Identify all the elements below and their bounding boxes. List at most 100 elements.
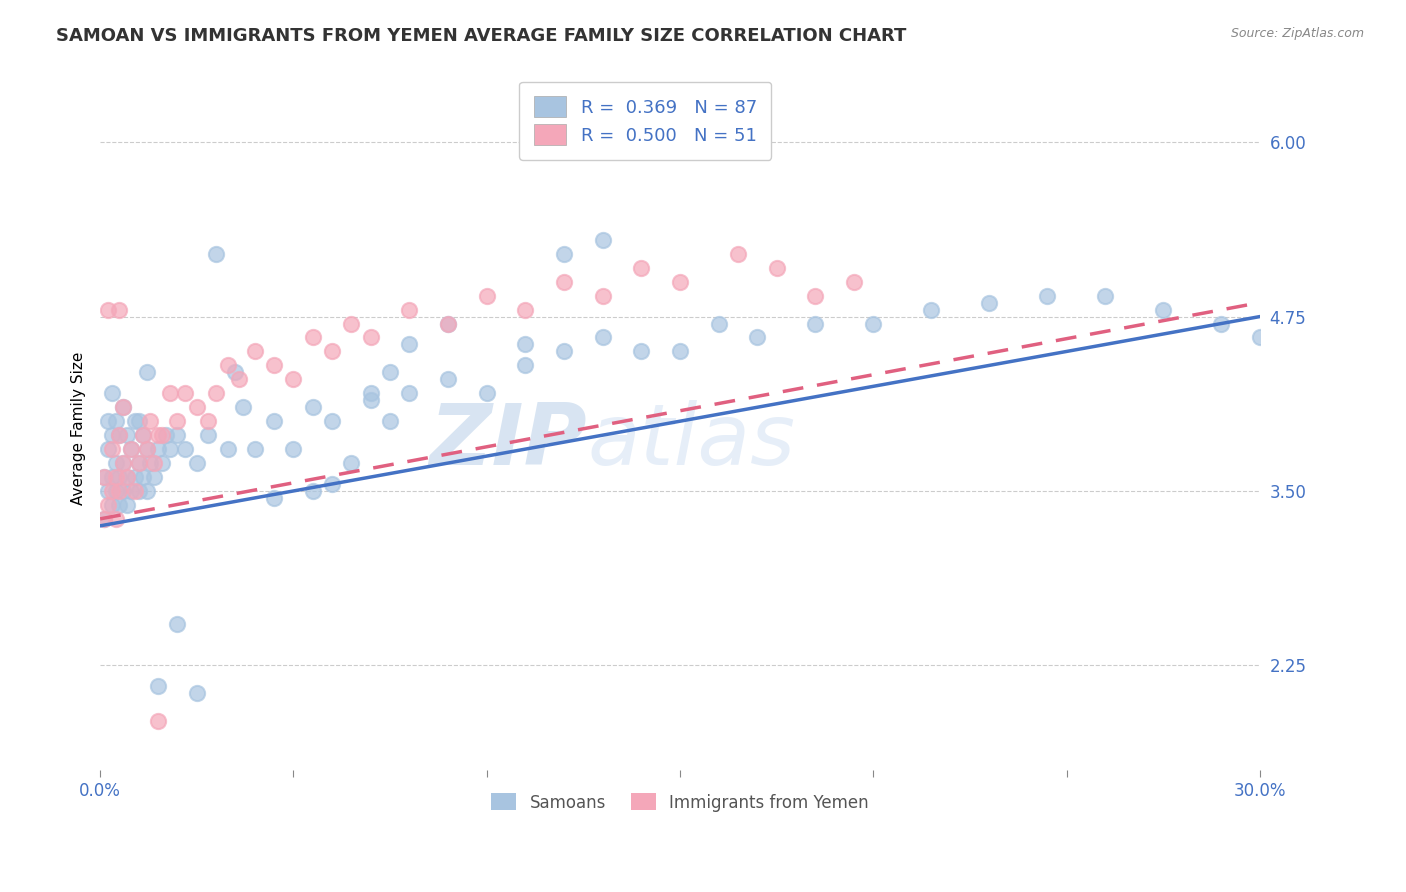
Point bbox=[131, 470, 153, 484]
Point bbox=[112, 456, 135, 470]
Point bbox=[128, 414, 150, 428]
Point bbox=[553, 247, 575, 261]
Point bbox=[108, 302, 131, 317]
Point bbox=[108, 470, 131, 484]
Point bbox=[205, 247, 228, 261]
Point bbox=[135, 442, 157, 456]
Point bbox=[104, 512, 127, 526]
Point bbox=[146, 679, 169, 693]
Text: SAMOAN VS IMMIGRANTS FROM YEMEN AVERAGE FAMILY SIZE CORRELATION CHART: SAMOAN VS IMMIGRANTS FROM YEMEN AVERAGE … bbox=[56, 27, 907, 45]
Point bbox=[1036, 288, 1059, 302]
Point bbox=[862, 317, 884, 331]
Point bbox=[100, 483, 122, 498]
Point bbox=[475, 288, 498, 302]
Point bbox=[97, 498, 120, 512]
Point bbox=[321, 477, 343, 491]
Point bbox=[120, 483, 142, 498]
Point bbox=[186, 401, 208, 415]
Point bbox=[115, 498, 138, 512]
Point bbox=[707, 317, 730, 331]
Point bbox=[842, 275, 865, 289]
Point bbox=[515, 302, 537, 317]
Point bbox=[93, 512, 115, 526]
Point bbox=[139, 414, 162, 428]
Legend: Samoans, Immigrants from Yemen: Samoans, Immigrants from Yemen bbox=[479, 781, 880, 823]
Point bbox=[979, 295, 1001, 310]
Point bbox=[112, 456, 135, 470]
Point bbox=[553, 275, 575, 289]
Point bbox=[135, 365, 157, 379]
Point bbox=[765, 260, 787, 275]
Point bbox=[108, 498, 131, 512]
Point bbox=[232, 401, 254, 415]
Point bbox=[515, 337, 537, 351]
Point bbox=[263, 359, 285, 373]
Point bbox=[340, 317, 363, 331]
Point bbox=[108, 428, 131, 442]
Point bbox=[120, 442, 142, 456]
Point bbox=[301, 483, 323, 498]
Point bbox=[93, 470, 115, 484]
Point bbox=[150, 428, 173, 442]
Point bbox=[263, 491, 285, 505]
Point bbox=[920, 302, 942, 317]
Point bbox=[115, 470, 138, 484]
Point bbox=[197, 414, 219, 428]
Point bbox=[128, 483, 150, 498]
Point bbox=[159, 442, 181, 456]
Point bbox=[146, 714, 169, 728]
Point bbox=[150, 456, 173, 470]
Point bbox=[174, 442, 197, 456]
Point bbox=[515, 359, 537, 373]
Point bbox=[166, 428, 188, 442]
Point bbox=[108, 483, 131, 498]
Point bbox=[131, 428, 153, 442]
Point bbox=[630, 260, 652, 275]
Point bbox=[97, 302, 120, 317]
Point bbox=[804, 288, 827, 302]
Point bbox=[378, 414, 401, 428]
Text: atlas: atlas bbox=[588, 401, 796, 483]
Point bbox=[243, 442, 266, 456]
Point bbox=[217, 359, 239, 373]
Point bbox=[727, 247, 749, 261]
Point bbox=[360, 386, 382, 401]
Point bbox=[186, 456, 208, 470]
Point bbox=[146, 428, 169, 442]
Point bbox=[97, 442, 120, 456]
Point bbox=[139, 456, 162, 470]
Point bbox=[321, 344, 343, 359]
Point bbox=[135, 483, 157, 498]
Point bbox=[360, 330, 382, 344]
Point bbox=[97, 483, 120, 498]
Point bbox=[592, 233, 614, 247]
Point bbox=[104, 456, 127, 470]
Point bbox=[669, 275, 692, 289]
Point bbox=[205, 386, 228, 401]
Point bbox=[398, 302, 420, 317]
Point bbox=[217, 442, 239, 456]
Point bbox=[166, 616, 188, 631]
Point bbox=[553, 344, 575, 359]
Point bbox=[128, 456, 150, 470]
Point bbox=[112, 483, 135, 498]
Point bbox=[1094, 288, 1116, 302]
Point bbox=[112, 401, 135, 415]
Point bbox=[124, 483, 146, 498]
Point bbox=[104, 470, 127, 484]
Point bbox=[112, 401, 135, 415]
Point bbox=[437, 317, 460, 331]
Point bbox=[398, 337, 420, 351]
Point bbox=[228, 372, 250, 386]
Point bbox=[155, 428, 177, 442]
Point bbox=[104, 414, 127, 428]
Point bbox=[321, 414, 343, 428]
Text: ZIP: ZIP bbox=[430, 401, 588, 483]
Point bbox=[146, 442, 169, 456]
Point bbox=[263, 414, 285, 428]
Point bbox=[143, 470, 166, 484]
Point bbox=[475, 386, 498, 401]
Point bbox=[630, 344, 652, 359]
Point bbox=[1152, 302, 1174, 317]
Point bbox=[124, 414, 146, 428]
